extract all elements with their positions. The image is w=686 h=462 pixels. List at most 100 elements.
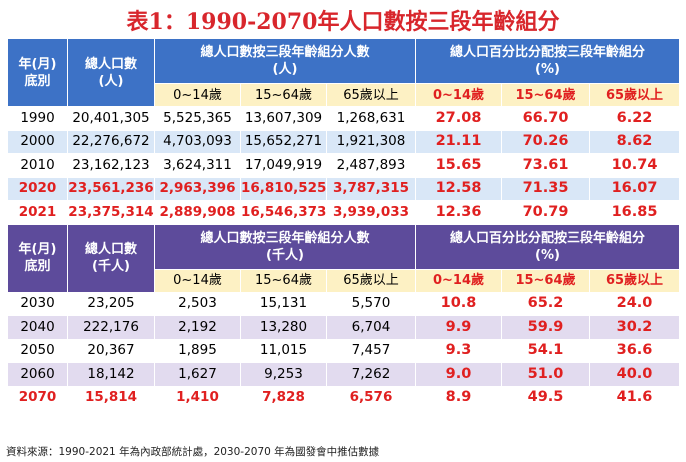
data-cell: 7,457 [326, 338, 416, 363]
data-cell: 5,570 [326, 291, 416, 316]
data-cell: 3,787,315 [326, 176, 416, 201]
header-row: 年(月) 底別 總人口數 (千人) 總人口數按三段年齡組分人數 (千人) 總人口百分比… [7, 223, 681, 293]
data-cell: 54.1 [501, 338, 590, 363]
data-cell: 59.9 [501, 315, 590, 340]
data-row: 2050 20,367 1,895 11,015 7,457 9.3 54.1 36.6 [7, 338, 681, 363]
data-row: 2040 222,176 2,192 13,280 6,704 9.9 59.9 30.2 [7, 315, 681, 340]
data-cell: 23,162,123 [67, 153, 155, 178]
data-row: 2060 18,142 1,627 9,253 7,262 9.0 51.0 40.0 [7, 362, 681, 387]
header-cell: 總人口數 (千人) [67, 223, 155, 293]
subheader-cell: 0~14歲 [154, 83, 241, 107]
data-cell: 10.8 [415, 291, 502, 316]
data-cell: 41.6 [588, 385, 681, 410]
data-cell: 9.3 [415, 338, 502, 363]
data-cell: 3,624,311 [154, 153, 241, 178]
header-row: 年(月) 底別 總人口數 (人) 總人口數按三段年齡組分人數 (人) 總人口百分比分配… [7, 38, 681, 107]
header-cell: 年(月) 底別 [7, 223, 68, 293]
data-cell: 1990 [7, 106, 68, 131]
data-cell: 1,895 [154, 338, 241, 363]
data-cell: 2040 [7, 315, 68, 340]
subheader-cell: 15~64歲 [240, 268, 327, 293]
subheader-cell: 65歲以上 [588, 268, 681, 293]
subheader-row: 0~14歲 15~64歲 65歲以上 0~14歲 15~64歲 65歲以上 [8, 268, 681, 293]
data-cell: 13,280 [240, 315, 327, 340]
data-cell: 18,142 [67, 362, 155, 387]
data-cell: 222,176 [67, 315, 155, 340]
subheader-cell: 0~14歲 [415, 83, 502, 107]
data-cell: 2030 [7, 291, 68, 316]
data-cell: 13,607,309 [240, 106, 327, 131]
data-cell: 20,401,305 [67, 106, 155, 131]
subheader-cell: 65歲以上 [326, 83, 416, 107]
source-note: 資料來源：1990-2021 年為內政部統計處，2030-2070 年為國發會中… [6, 446, 380, 458]
data-row: 1990 20,401,305 5,525,365 13,607,309 1,268,6… [7, 106, 681, 131]
data-cell: 2070 [7, 385, 68, 410]
population-table: 年(月) 底別 總人口數 (人) 總人口數按三段年齡組分人數 (人) 總人口百分比分配… [7, 38, 681, 410]
data-cell: 9.0 [415, 362, 502, 387]
header-cell: 總人口數按三段年齡組分人數 (千人) [154, 223, 416, 270]
header-cell: 總人口數 (人) [67, 38, 155, 107]
data-cell: 2000 [7, 129, 68, 154]
header-cell: 總人口數按三段年齡組分人數 (人) [154, 38, 416, 84]
data-cell: 12.36 [415, 200, 502, 225]
data-cell: 7,262 [326, 362, 416, 387]
data-cell: 71.35 [501, 176, 590, 201]
header-cell: 總人口百分比分配按三段年齡組分 (%) [414, 38, 681, 84]
data-row: 2020 23,561,236 2,963,396 16,810,525 3,787,3… [7, 176, 681, 201]
data-cell: 16,810,525 [240, 176, 327, 201]
data-row: 2010 23,162,123 3,624,311 17,049,919 2,487,8… [7, 153, 681, 178]
data-cell: 6,576 [326, 385, 416, 410]
subheader-cell: 15~64歲 [501, 83, 590, 107]
data-cell: 30.2 [588, 315, 681, 340]
data-cell: 49.5 [501, 385, 590, 410]
data-cell: 15,652,271 [240, 129, 327, 154]
data-cell: 40.0 [588, 362, 681, 387]
data-cell: 2,192 [154, 315, 241, 340]
data-cell: 24.0 [588, 291, 681, 316]
data-row: 2021 23,375,314 2,889,908 16,546,373 3,939,0… [7, 200, 681, 225]
data-cell: 15,131 [240, 291, 327, 316]
subheader-cell: 65歲以上 [326, 268, 416, 293]
data-cell: 17,049,919 [240, 153, 327, 178]
data-cell: 2021 [7, 200, 68, 225]
data-cell: 21.11 [415, 129, 502, 154]
data-cell: 7,828 [240, 385, 327, 410]
data-cell: 1,410 [154, 385, 241, 410]
data-cell: 2050 [7, 338, 68, 363]
data-cell: 70.26 [501, 129, 590, 154]
data-cell: 70.79 [501, 200, 590, 225]
table-section: 年(月) 底別 總人口數 (人) 總人口數按三段年齡組分人數 (人) 總人口百分比分配… [7, 38, 681, 225]
data-row: 2030 23,205 2,503 15,131 5,570 10.8 65.2 24.0 [7, 291, 681, 316]
data-cell: 9,253 [240, 362, 327, 387]
data-cell: 66.70 [501, 106, 590, 131]
data-cell: 51.0 [501, 362, 590, 387]
subheader-cell: 0~14歲 [154, 268, 241, 293]
data-cell: 2,503 [154, 291, 241, 316]
data-cell: 2010 [7, 153, 68, 178]
data-cell: 6.22 [588, 106, 681, 131]
table-section: 年(月) 底別 總人口數 (千人) 總人口數按三段年齡組分人數 (千人) 總人口百分比… [7, 223, 681, 410]
header-cell: 總人口百分比分配按三段年齡組分 (%) [414, 223, 681, 270]
data-cell: 1,627 [154, 362, 241, 387]
subheader-cell: 65歲以上 [588, 83, 681, 107]
subheader-cell: 15~64歲 [501, 268, 590, 293]
data-cell: 2,963,396 [154, 176, 241, 201]
data-cell: 1,921,308 [326, 129, 416, 154]
data-cell: 11,015 [240, 338, 327, 363]
data-cell: 20,367 [67, 338, 155, 363]
data-cell: 9.9 [415, 315, 502, 340]
data-cell: 2060 [7, 362, 68, 387]
data-cell: 36.6 [588, 338, 681, 363]
data-cell: 73.61 [501, 153, 590, 178]
data-cell: 15,814 [67, 385, 155, 410]
data-cell: 3,939,033 [326, 200, 416, 225]
subheader-cell: 0~14歲 [415, 268, 502, 293]
header-cell: 年(月) 底別 [7, 38, 68, 107]
data-cell: 22,276,672 [67, 129, 155, 154]
data-cell: 4,703,093 [154, 129, 241, 154]
data-row: 2000 22,276,672 4,703,093 15,652,271 1,921,3… [7, 129, 681, 154]
data-cell: 12.58 [415, 176, 502, 201]
subheader-row: 0~14歲 15~64歲 65歲以上 0~14歲 15~64歲 65歲以上 [8, 83, 681, 107]
data-row: 2070 15,814 1,410 7,828 6,576 8.9 49.5 41.6 [7, 385, 681, 410]
